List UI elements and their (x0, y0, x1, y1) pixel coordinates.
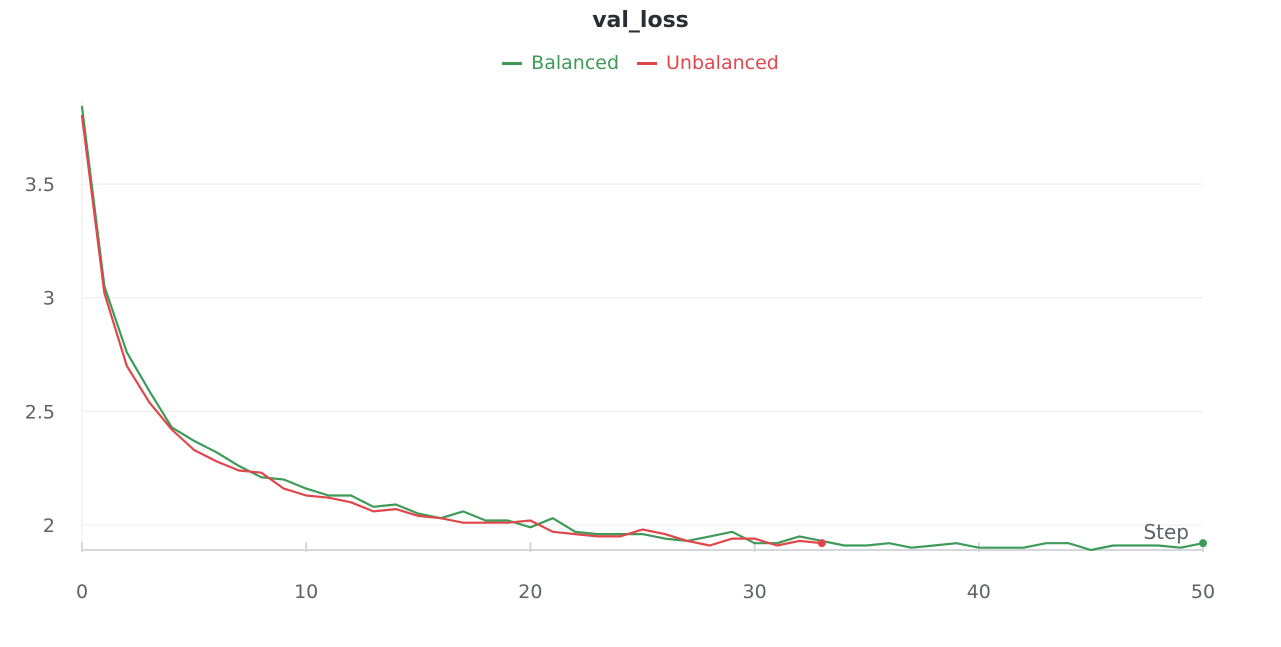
series-line-unbalanced[interactable] (80, 114, 824, 547)
series-line-balanced[interactable] (80, 105, 1205, 552)
x-tick-label: 10 (294, 581, 318, 603)
y-tick-label: 3 (43, 288, 55, 310)
legend-label-balanced: Balanced (531, 52, 620, 74)
y-tick-label: 3.5 (25, 174, 55, 196)
legend: Balanced Unbalanced (0, 52, 1281, 74)
chart-title: val_loss (592, 8, 689, 33)
legend-item-unbalanced[interactable]: Unbalanced (637, 52, 779, 74)
y-tick-label: 2.5 (25, 401, 55, 423)
x-tick-label: 50 (1191, 581, 1215, 603)
legend-item-balanced[interactable]: Balanced (502, 52, 619, 74)
x-tick-label: 0 (76, 581, 88, 603)
x-tick-label: 30 (743, 581, 767, 603)
x-axis-title: Step (1143, 520, 1189, 544)
data-point-unbalanced (817, 539, 826, 548)
x-tick-label: 20 (518, 581, 542, 603)
legend-label-unbalanced: Unbalanced (666, 52, 779, 74)
legend-swatch-balanced (502, 61, 523, 65)
legend-swatch-unbalanced (637, 61, 658, 65)
data-point-balanced (1199, 539, 1207, 548)
y-tick-label: 2 (43, 515, 55, 537)
x-tick-label: 40 (967, 581, 991, 603)
